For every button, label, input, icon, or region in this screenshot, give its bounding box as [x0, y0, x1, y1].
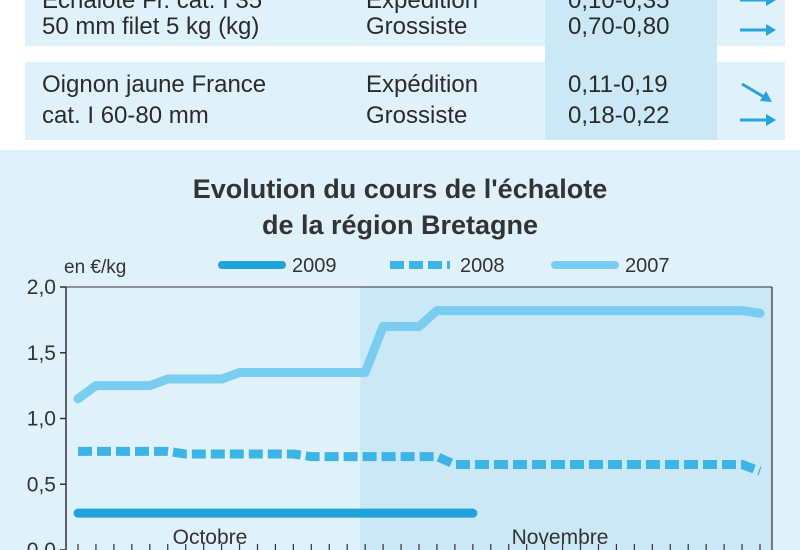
trend-stable-arrow-icon — [740, 0, 776, 6]
product-name-line: Oignon jaune France — [42, 71, 267, 98]
product-name-line: 50 mm filet 5 kg (kg) — [42, 13, 260, 40]
y-tick-label: 0,0 — [27, 539, 56, 550]
chart-title-line-2: de la région Bretagne — [261, 210, 539, 240]
y-unit-label: en €/kg — [64, 257, 126, 278]
product-name-line: cat. I 60-80 mm — [42, 102, 209, 129]
market-label: Expédition — [366, 0, 479, 14]
y-tick-label: 2,0 — [27, 276, 56, 299]
price-range: 0,70-0,80 — [568, 13, 670, 40]
legend-label: 2007 — [625, 255, 670, 277]
price-line-chart: 0,0 0,5 1,0 1,5 2,0 Octobre Novembre 2009 2008 2… — [27, 255, 773, 550]
product-name-line: Échalote Fr. cat. I 35 — [42, 0, 263, 14]
chart-title-line-1: Evolution du cours de l'échalote — [192, 174, 608, 204]
market-label: Grossiste — [366, 13, 468, 40]
price-column-band — [545, 0, 717, 140]
trend-down-arrow-icon — [741, 82, 772, 102]
series-line-2007 — [73, 306, 765, 404]
price-table: Échalote Fr. cat. I 35 50 mm filet 5 kg … — [0, 0, 800, 150]
legend-label: 2009 — [292, 255, 337, 277]
market-label: Expédition — [366, 71, 479, 98]
y-tick-label: 1,0 — [27, 408, 56, 431]
price-range: 0,10-0,35 — [568, 0, 670, 14]
y-tick-label: 0,5 — [27, 473, 56, 496]
market-label: Grossiste — [366, 102, 468, 129]
month-label: Octobre — [173, 526, 248, 549]
november-band — [360, 287, 772, 550]
chart-panel: Evolution du cours de l'échalote de la r… — [0, 150, 800, 550]
trend-stable-arrow-icon — [740, 114, 776, 126]
month-label: Novembre — [512, 526, 609, 549]
legend-label: 2008 — [460, 255, 505, 277]
price-range: 0,18-0,22 — [568, 102, 670, 129]
price-range: 0,11-0,19 — [568, 71, 668, 98]
trend-stable-arrow-icon — [740, 24, 776, 36]
y-tick-label: 1,5 — [27, 342, 56, 365]
series-line-2008 — [78, 446, 762, 476]
